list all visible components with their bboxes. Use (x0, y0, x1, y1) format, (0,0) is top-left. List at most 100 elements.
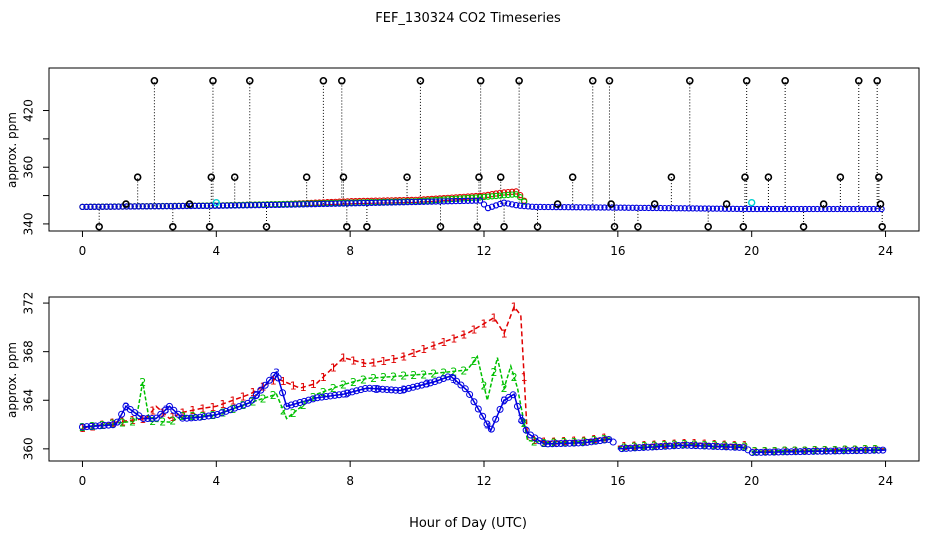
top-sample-point (634, 222, 642, 231)
bottom-series-3-point (157, 410, 165, 418)
top-series-3-point (661, 204, 668, 212)
bottom-series-3-point (627, 444, 635, 452)
top-series-3-point (404, 198, 411, 206)
bottom-series-3-point (583, 438, 591, 446)
top-series-3-point (541, 203, 548, 211)
top-series-3-point (561, 204, 568, 211)
bottom-series-2-marker: 2 (601, 433, 608, 446)
bottom-series-1-marker: 1 (511, 301, 518, 314)
bottom-series-3-point (766, 448, 774, 456)
top-series-2-point (480, 193, 488, 201)
top-series-3-point (681, 205, 688, 212)
top-series-3-point (737, 205, 745, 213)
bottom-series-2-marker: 2 (762, 445, 769, 458)
top-sample-point (262, 222, 271, 231)
bottom-series-2-marker: 2 (541, 437, 548, 450)
bottom-series-2-marker: 2 (470, 355, 477, 368)
bottom-series-2-marker: 2 (179, 410, 186, 423)
top-series-3-point (268, 201, 275, 209)
bottom-series-1-marker: 1 (410, 347, 417, 360)
bottom-y-tick-label: 360 (22, 437, 36, 460)
top-series-3-point (512, 202, 520, 209)
bottom-series-3-point (453, 377, 461, 385)
bottom-series-3-point (779, 448, 787, 456)
top-series-3-point (613, 204, 620, 211)
bottom-series-1-marker: 1 (370, 357, 377, 370)
bottom-series-3-point (805, 447, 813, 455)
bottom-series-2-marker: 2 (169, 415, 176, 428)
bottom-series-3-point (761, 448, 769, 456)
top-series-3-point (709, 205, 717, 212)
bottom-series-3-point (692, 442, 700, 450)
bottom-series-2-marker: 2 (701, 439, 708, 452)
top-series-3-point (171, 202, 178, 210)
top-series-3-point (693, 205, 700, 212)
top-sample-point (650, 200, 659, 208)
top-series-2-point (496, 192, 504, 199)
bottom-series-1-marker: 1 (521, 371, 528, 384)
bottom-series-3-point (831, 447, 839, 455)
top-series-3-point (765, 205, 773, 213)
bottom-series-3-point (570, 439, 578, 447)
top-series-3-point (761, 205, 769, 213)
bottom-series-3-point (840, 447, 848, 455)
top-sample-point (207, 173, 216, 181)
bottom-series-2-marker: 2 (521, 417, 528, 430)
bottom-x-tick-label: 0 (79, 474, 87, 488)
bottom-x-tick-label: 12 (476, 474, 491, 488)
top-series-3-point (460, 197, 468, 205)
top-x-tick-label: 16 (610, 244, 625, 258)
bottom-series-3-point (396, 387, 404, 395)
bottom-series-3-point (696, 442, 704, 450)
top-series-3-point (255, 201, 263, 209)
bottom-series-2-marker: 2 (119, 417, 126, 430)
top-series-3-point (569, 204, 576, 211)
bottom-series-3-point (566, 439, 574, 447)
bottom-series-3-point (196, 413, 204, 421)
top-series-2-point (488, 193, 496, 200)
bottom-series-3-point (318, 393, 326, 401)
top-x-tick-label: 8 (346, 244, 354, 258)
bottom-series-1-marker: 1 (481, 318, 488, 331)
top-series-3-point (408, 198, 415, 206)
top-sample-point (302, 173, 311, 181)
bottom-y-tick-label: 368 (22, 340, 36, 363)
top-series-3-point (846, 205, 853, 213)
top-series-3-point (243, 202, 251, 209)
bottom-series-3-point (574, 439, 582, 447)
bottom-series-3-point (274, 374, 282, 382)
top-series-3-point (637, 204, 644, 212)
bottom-series-3-point (818, 447, 826, 455)
top-series-3-point (95, 203, 102, 210)
bottom-series-1-marker: 1 (189, 404, 196, 417)
bottom-series-1-marker: 1 (641, 439, 648, 452)
top-sample-point (741, 173, 749, 181)
top-series-3-point (617, 204, 624, 211)
top-series-3-point (830, 205, 837, 213)
bottom-series-3-marker: 3 (517, 412, 524, 425)
top-series-2-point (516, 194, 524, 201)
top-series-3-point (862, 205, 869, 213)
top-series-3-point (344, 200, 351, 207)
bottom-series-3-point (261, 381, 269, 389)
top-series-3-point (633, 204, 640, 211)
bottom-series-1-marker: 1 (862, 443, 869, 456)
bottom-series-1-marker: 1 (731, 439, 738, 452)
bottom-series-3-point (466, 390, 474, 398)
top-series-3-point (207, 202, 215, 209)
bottom-series-1-marker: 1 (721, 438, 728, 451)
bottom-series-2-marker: 2 (671, 439, 678, 452)
top-sample-point (363, 222, 371, 231)
top-series-2-point (521, 198, 528, 205)
top-sample-point (473, 222, 482, 231)
top-sample-point (854, 76, 863, 85)
bottom-series-1-marker: 1 (561, 435, 568, 448)
bottom-series-3-point (326, 392, 334, 400)
bottom-series-3-point (827, 447, 835, 455)
top-y-tick-label: 360 (22, 156, 36, 179)
top-series-1-point (516, 191, 524, 199)
top-series-3-point (500, 199, 508, 206)
top-series-3-point (340, 200, 347, 207)
top-y-tick-label: 420 (22, 99, 36, 122)
